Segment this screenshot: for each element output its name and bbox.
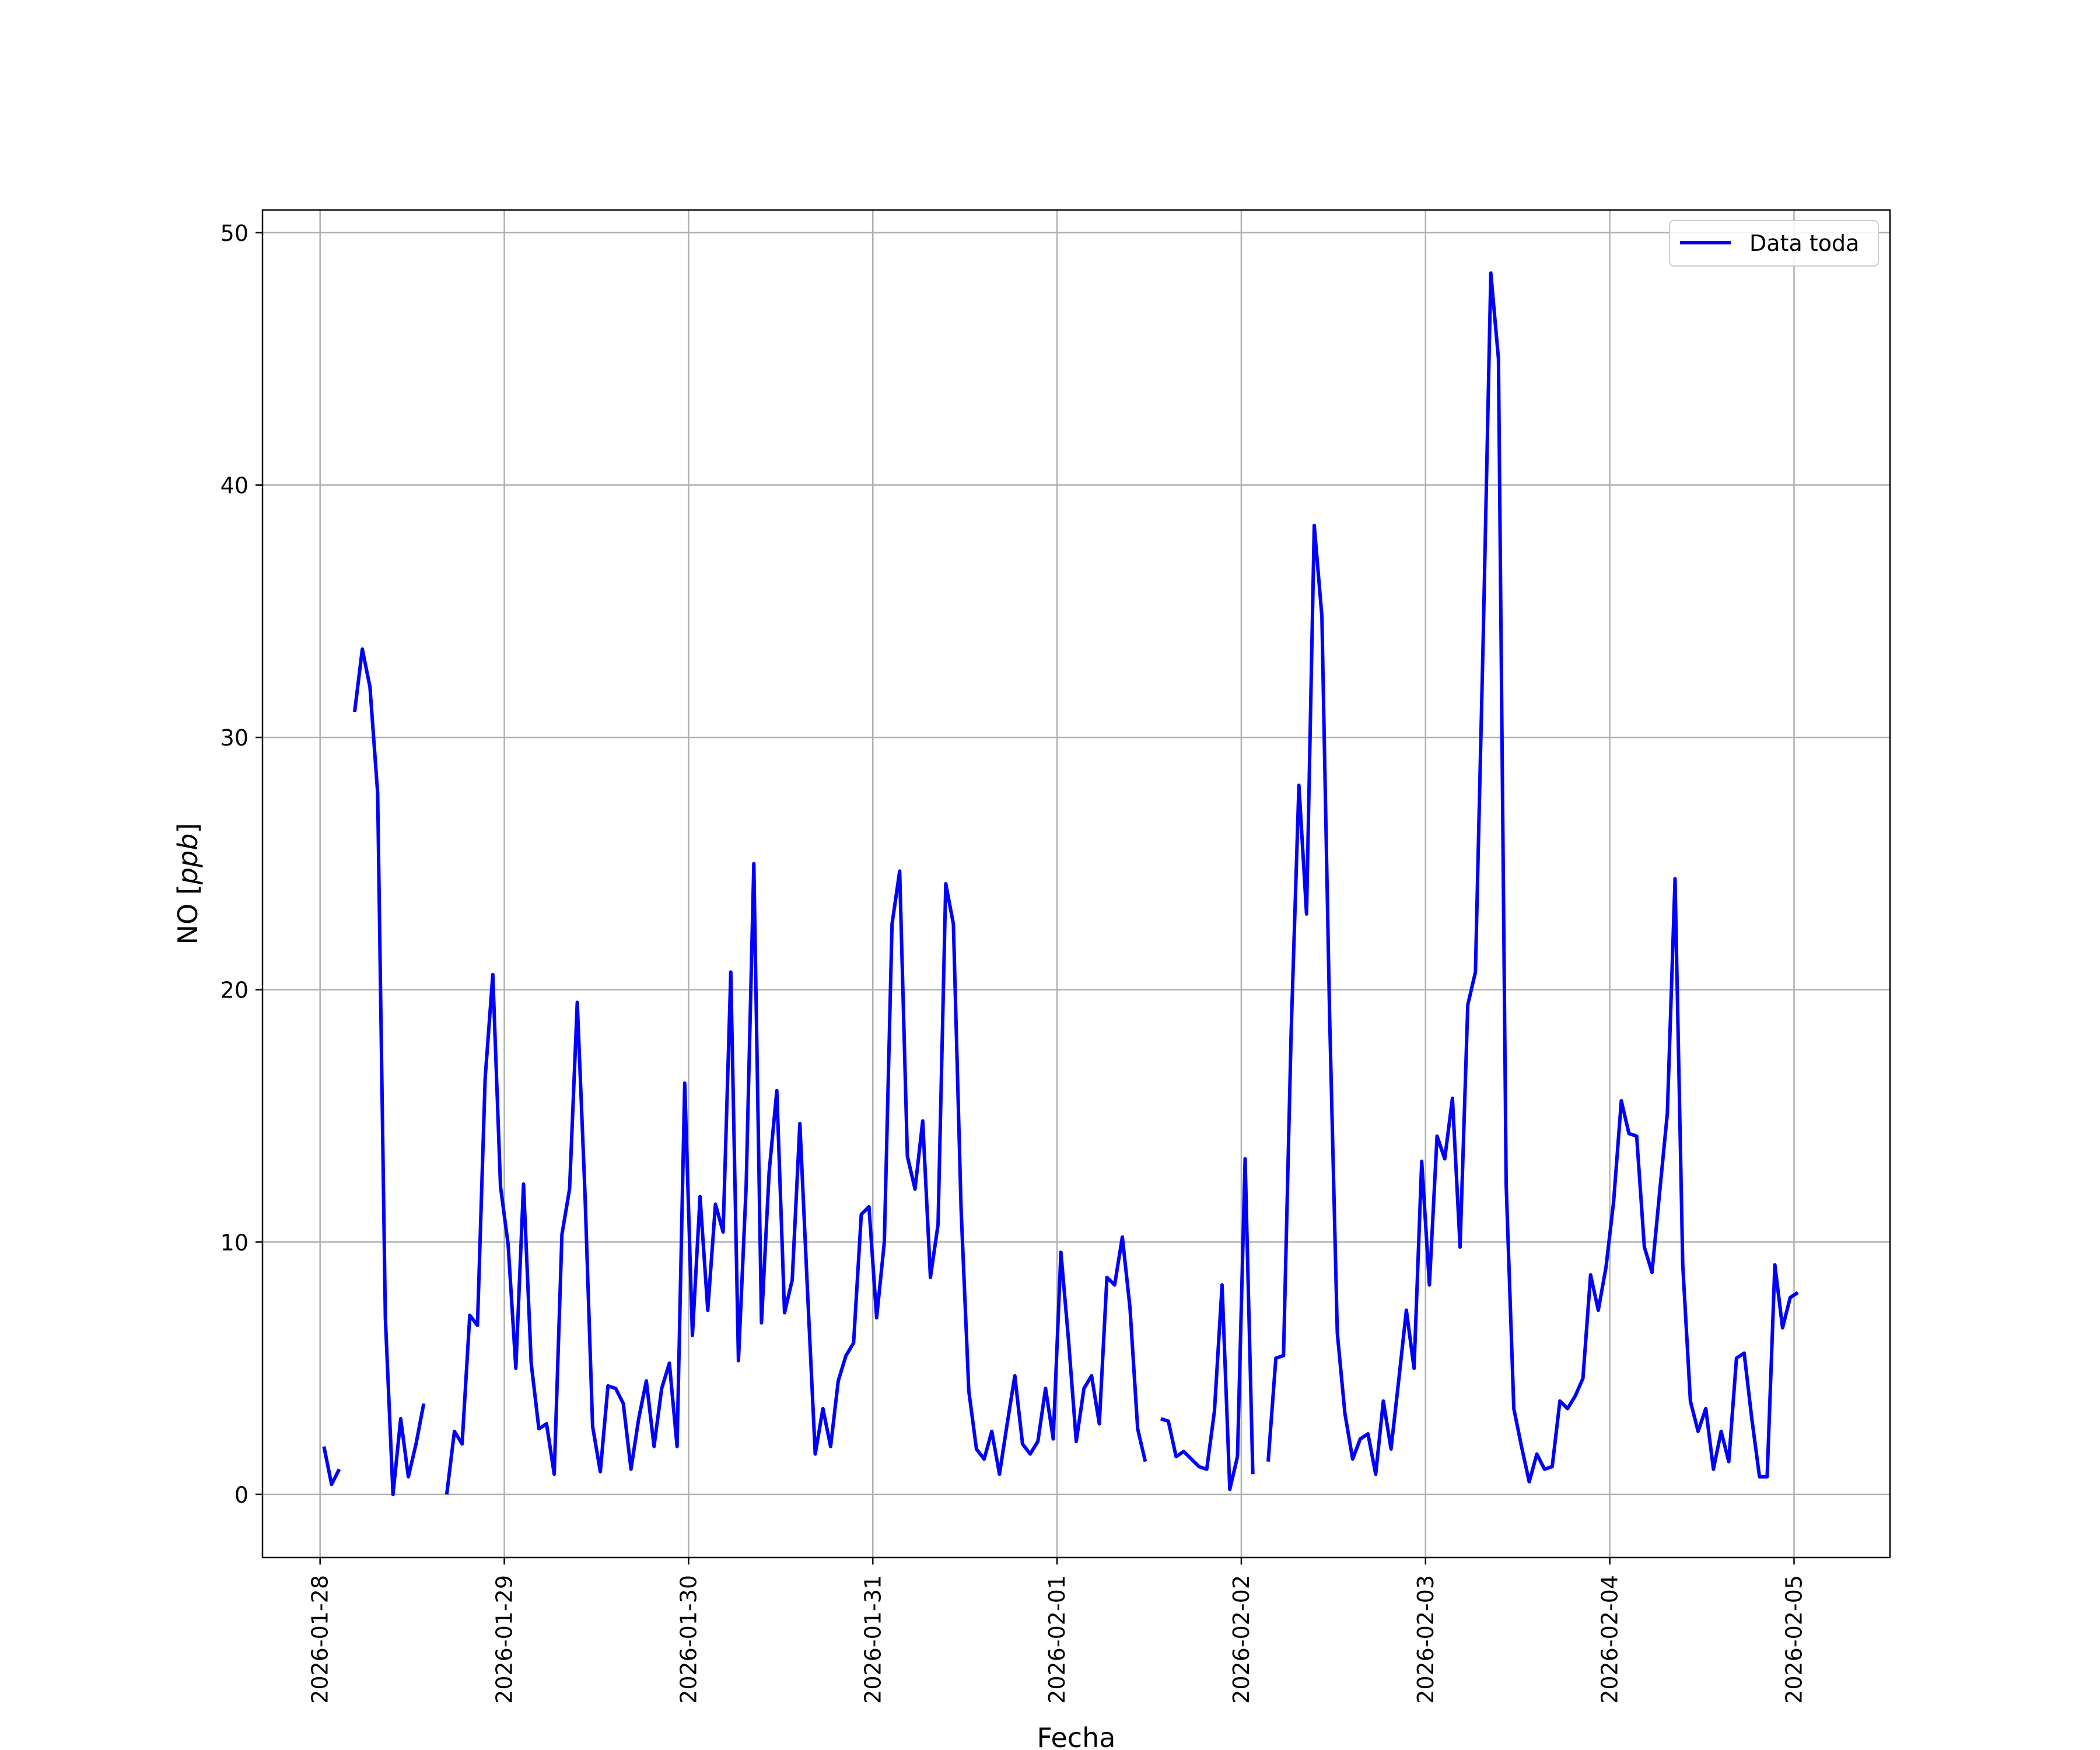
x-tick-label: 2026-01-30 [676,1575,701,1704]
y-axis-ticks: 0 10 20 30 40 50 [220,220,262,1508]
series-line-segment [1266,271,1799,1484]
y-tick-label: 40 [220,473,249,499]
y-tick-label: 30 [220,725,249,751]
x-tick-label: 2026-02-03 [1413,1575,1438,1704]
y-axis-title-prefix: NO [ [172,884,204,944]
series-line-segment [322,1446,341,1486]
y-tick-label: 0 [235,1482,249,1508]
legend: Data toda [1669,220,1879,267]
plot-frame [261,209,1891,1559]
series-line-segment [444,862,1147,1495]
series-line-segment [352,647,426,1496]
x-tick-label: 2026-01-28 [307,1575,333,1704]
series-data-toda [322,271,1799,1496]
plot-area-background [262,210,1890,1558]
x-axis-ticks: 2026-01-28 2026-01-29 2026-01-30 2026-01-31… [307,1558,1807,1704]
y-tick-label: 10 [220,1230,249,1255]
y-axis-title-suffix: ] [172,823,204,834]
series-line-segment [1160,1157,1255,1492]
x-tick-label: 2026-02-02 [1228,1575,1254,1704]
x-tick-label: 2026-02-01 [1044,1575,1070,1704]
y-axis-title-unit: ppb [172,834,204,886]
legend-box [1669,220,1879,267]
x-axis-title: Fecha [1037,1722,1116,1750]
y-tick-label: 20 [220,978,249,1003]
legend-label: Data toda [1749,230,1859,256]
x-tick-label: 2026-01-31 [860,1575,886,1704]
x-tick-label: 2026-02-05 [1781,1575,1807,1704]
x-tick-label: 2026-01-29 [492,1575,517,1704]
y-tick-label: 50 [220,220,249,246]
y-axis-title: NO [ppb] [172,823,204,945]
x-tick-label: 2026-02-04 [1597,1575,1623,1704]
